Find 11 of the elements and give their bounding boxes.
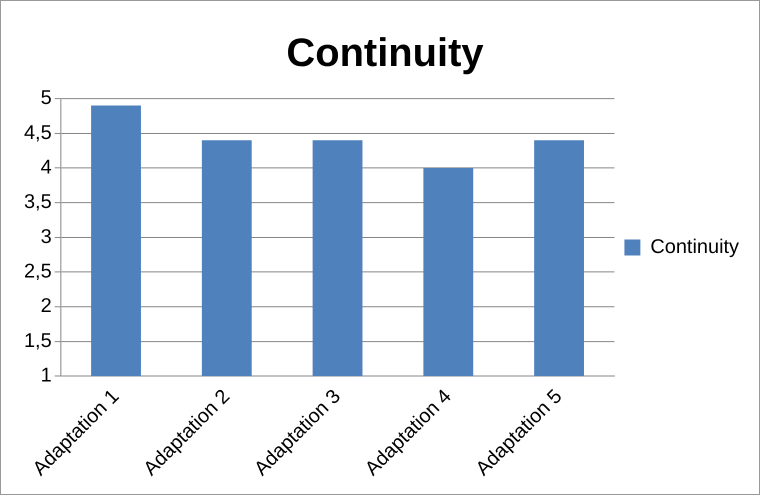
y-tick-label: 5 xyxy=(40,87,52,110)
legend-label: Continuity xyxy=(650,236,740,258)
y-tick-label: 4 xyxy=(40,156,52,178)
y-tick-label: 2 xyxy=(40,295,52,318)
y-tick-label: 1,5 xyxy=(24,330,52,352)
y-tick-label: 4,5 xyxy=(24,122,52,144)
y-tick-label: 1 xyxy=(40,364,52,387)
y-tick-label: 3 xyxy=(40,226,52,248)
y-tick-label: 3,5 xyxy=(24,191,52,214)
chart-title: Continuity xyxy=(286,30,484,75)
y-tick-label: 2,5 xyxy=(24,260,52,283)
